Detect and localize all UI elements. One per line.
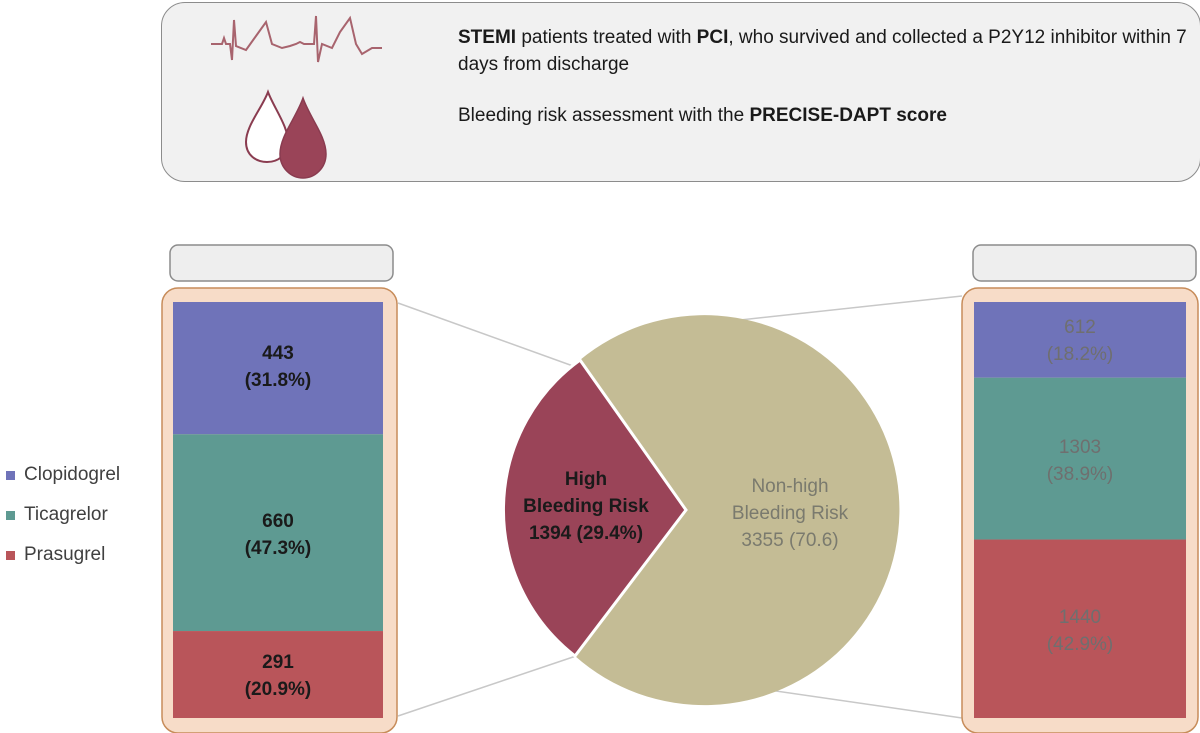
right-clopidogrel-pct: (18.2%) [1046,344,1114,365]
legend-label-ticagrelor: Ticagrelor [24,504,108,525]
right-ticagrelor-pct: (38.9%) [1046,464,1114,485]
right-bar-segments [974,302,1186,718]
pie-label-non-high-bleeding-risk: Non-high Bleeding Risk 3355 (70.6) [702,473,878,554]
left-prasugrel-count: 291 [262,652,294,673]
legend: Clopidogrel Ticagrelor Prasugrel [6,455,120,575]
population-text-b: , who survived and collected a P2Y12 inh… [458,27,1187,75]
high-risk-line3: 1394 (29.4%) [528,523,644,544]
population-text-a: patients treated with [516,27,697,48]
left-ticagrelor-count: 660 [262,511,294,532]
high-risk-line2: Bleeding Risk [523,496,649,517]
stemi-term: STEMI [458,27,517,48]
left-bar-segments [173,302,383,718]
right-bar-label-prasugrel: 1440 (42.9%) [974,604,1186,658]
high-risk-line1: High [564,469,608,490]
right-jar-lid [972,244,1197,282]
left-bar-segment-ticagrelor [173,434,383,632]
pie-slice-high-bleeding-risk [501,357,688,659]
header-text: STEMI patients treated with PCI, who sur… [458,24,1193,129]
right-bar-label-ticagrelor: 1303 (38.9%) [974,434,1186,488]
left-clopidogrel-count: 443 [262,343,294,364]
legend-item-ticagrelor: Ticagrelor [6,495,120,535]
right-bar-segment-ticagrelor [974,377,1186,540]
right-bar-label-clopidogrel: 612 (18.2%) [974,314,1186,368]
ecg-waveform-icon [211,15,382,63]
left-clopidogrel-pct: (31.8%) [244,370,312,391]
left-prasugrel-pct: (20.9%) [244,679,312,700]
pie-slice-non-high-bleeding-risk [575,315,900,706]
pci-term: PCI [696,27,729,48]
legend-swatch-clopidogrel [6,470,15,480]
pie-label-high-bleeding-risk: High Bleeding Risk 1394 (29.4%) [502,466,670,547]
right-clopidogrel-count: 612 [1064,317,1096,338]
bleeding-risk-pie [501,315,900,706]
right-ticagrelor-count: 1303 [1058,437,1102,458]
left-jar [161,244,398,733]
left-bar-label-clopidogrel: 443 (31.8%) [172,340,384,394]
right-bar-segment-clopidogrel [974,302,1186,378]
left-jar-lid [169,244,394,282]
assessment-description: Bleeding risk assessment with the PRECIS… [458,102,1193,129]
blood-drops-icon [244,89,327,179]
legend-item-clopidogrel: Clopidogrel [6,455,120,495]
non-high-risk-line2: Bleeding Risk [731,503,849,524]
right-prasugrel-count: 1440 [1058,607,1102,628]
precise-dapt-term: PRECISE-DAPT score [749,105,947,126]
assessment-text: Bleeding risk assessment with the [458,105,750,126]
header-panel [161,2,1200,182]
right-prasugrel-pct: (42.9%) [1046,634,1114,655]
legend-label-clopidogrel: Clopidogrel [24,464,121,485]
legend-label-prasugrel: Prasugrel [24,544,106,565]
non-high-risk-line1: Non-high [751,476,829,497]
right-jar [961,244,1199,733]
left-bar-label-prasugrel: 291 (20.9%) [172,649,384,703]
left-bar-segment-prasugrel [173,631,383,718]
non-high-risk-line3: 3355 (70.6) [741,530,839,551]
left-bar-label-ticagrelor: 660 (47.3%) [172,508,384,562]
legend-item-prasugrel: Prasugrel [6,535,120,575]
legend-swatch-prasugrel [6,550,15,560]
legend-swatch-ticagrelor [6,510,15,520]
population-description: STEMI patients treated with PCI, who sur… [458,24,1193,78]
left-ticagrelor-pct: (47.3%) [244,538,312,559]
right-bar-segment-prasugrel [974,539,1186,718]
left-bar-segment-clopidogrel [173,302,383,435]
